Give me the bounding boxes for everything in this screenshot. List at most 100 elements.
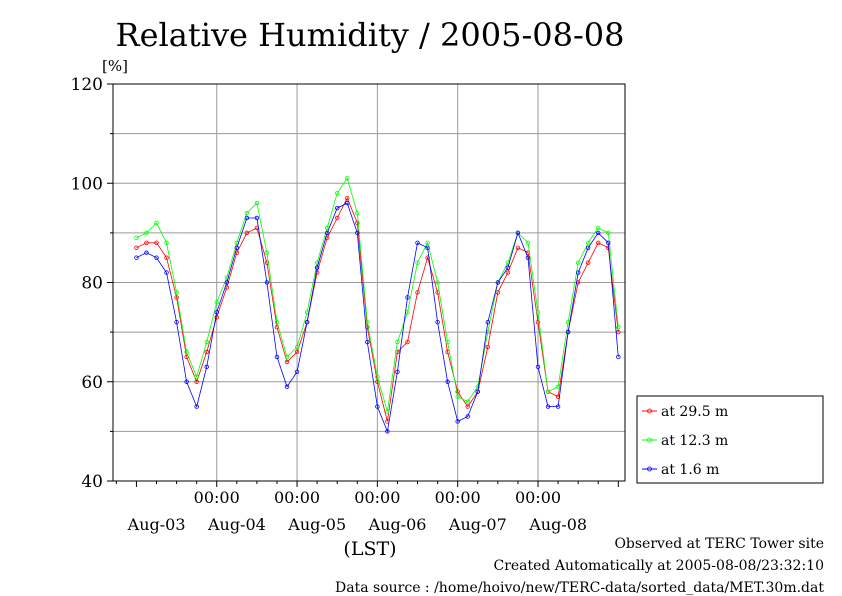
series-point — [585, 245, 591, 250]
series-point — [244, 210, 250, 216]
series-point — [385, 429, 390, 434]
series-point — [545, 404, 551, 409]
series-point — [535, 364, 541, 370]
series-point — [596, 230, 601, 236]
legend-entry-label: at 1.6 m — [661, 462, 719, 478]
series-point — [345, 176, 350, 181]
series-point — [324, 230, 330, 236]
series-point — [515, 230, 521, 236]
x-time-label: 00:00 — [354, 488, 400, 507]
chart-title: Relative Humidity / 2005-08-08 — [116, 16, 625, 54]
series-point — [405, 295, 410, 300]
series-point — [555, 404, 561, 409]
series-point — [284, 384, 290, 389]
series-point — [535, 320, 541, 325]
series-point — [345, 200, 350, 206]
series-point — [525, 240, 531, 245]
series-point — [395, 339, 400, 345]
series-point — [224, 280, 229, 285]
y-axis-unit-label: [%] — [102, 57, 128, 75]
series-point — [465, 404, 470, 409]
series-point — [154, 240, 159, 245]
series-point — [425, 245, 430, 250]
series-point — [154, 255, 159, 260]
series-point — [294, 369, 300, 375]
x-date-label: Aug-05 — [287, 515, 346, 534]
series-point — [616, 354, 621, 360]
series-point — [164, 240, 169, 245]
series-point — [565, 329, 571, 335]
series-point — [475, 384, 480, 389]
legend-swatch-marker — [647, 437, 652, 443]
series-point — [214, 310, 219, 315]
series-point — [214, 315, 219, 320]
series-point — [194, 374, 199, 379]
series-point — [365, 339, 370, 345]
series-point — [355, 230, 360, 236]
series-point — [405, 339, 410, 345]
series-point — [525, 255, 531, 260]
x-date-label: Aug-08 — [528, 515, 587, 534]
series-point — [274, 354, 280, 360]
series-point — [164, 255, 169, 260]
series-point — [455, 389, 460, 394]
series-point — [555, 384, 561, 389]
x-date-label: Aug-07 — [448, 515, 507, 534]
series-point — [174, 320, 179, 325]
series-point — [134, 235, 139, 241]
series-line — [136, 177, 619, 412]
series-point — [294, 344, 300, 350]
footer-data-source: Data source : /home/hoivo/new/TERC-data/… — [335, 580, 824, 596]
series-point — [585, 240, 591, 245]
x-time-label: 00:00 — [194, 488, 240, 507]
series-point — [294, 349, 300, 355]
series-point — [445, 379, 450, 384]
series-point — [144, 250, 149, 255]
series-point — [284, 359, 290, 365]
y-tick-label: 60 — [81, 373, 103, 393]
series-point — [616, 324, 621, 330]
series-point — [435, 280, 440, 285]
series-point — [134, 245, 139, 250]
series-point — [485, 320, 490, 325]
x-date-label: Aug-06 — [368, 515, 427, 534]
series-point — [284, 354, 290, 360]
series-point — [204, 349, 209, 355]
series-point — [395, 369, 400, 375]
series-point — [204, 339, 209, 345]
series-point — [606, 230, 611, 236]
series-point — [555, 394, 561, 399]
series-point — [355, 210, 360, 216]
series-point — [154, 220, 159, 226]
series-point — [375, 374, 380, 379]
series-point — [495, 280, 501, 285]
y-tick-label: 100 — [71, 174, 103, 194]
series-point — [375, 404, 380, 409]
x-date-label: Aug-03 — [127, 515, 186, 534]
series-point — [545, 389, 551, 394]
series-point — [535, 310, 541, 315]
legend-swatch-marker — [647, 408, 652, 414]
series-point — [335, 215, 340, 221]
series-point — [304, 320, 310, 325]
series-point — [214, 300, 219, 305]
x-time-label: 00:00 — [515, 488, 561, 507]
series-point — [244, 215, 250, 221]
series-point — [134, 255, 139, 260]
series-point — [264, 280, 270, 285]
series-point — [144, 230, 149, 236]
series-point — [425, 240, 430, 245]
series-point — [335, 190, 340, 196]
series-point — [365, 324, 370, 330]
series-point — [425, 255, 430, 260]
series-point — [204, 364, 209, 370]
series-point — [435, 320, 440, 325]
series-point — [335, 205, 340, 211]
series-point — [164, 270, 169, 275]
series-point — [585, 260, 591, 265]
x-axis-label: (LST) — [343, 538, 396, 560]
x-time-label: 00:00 — [435, 488, 481, 507]
series-point — [445, 339, 450, 345]
series-point — [174, 290, 179, 295]
